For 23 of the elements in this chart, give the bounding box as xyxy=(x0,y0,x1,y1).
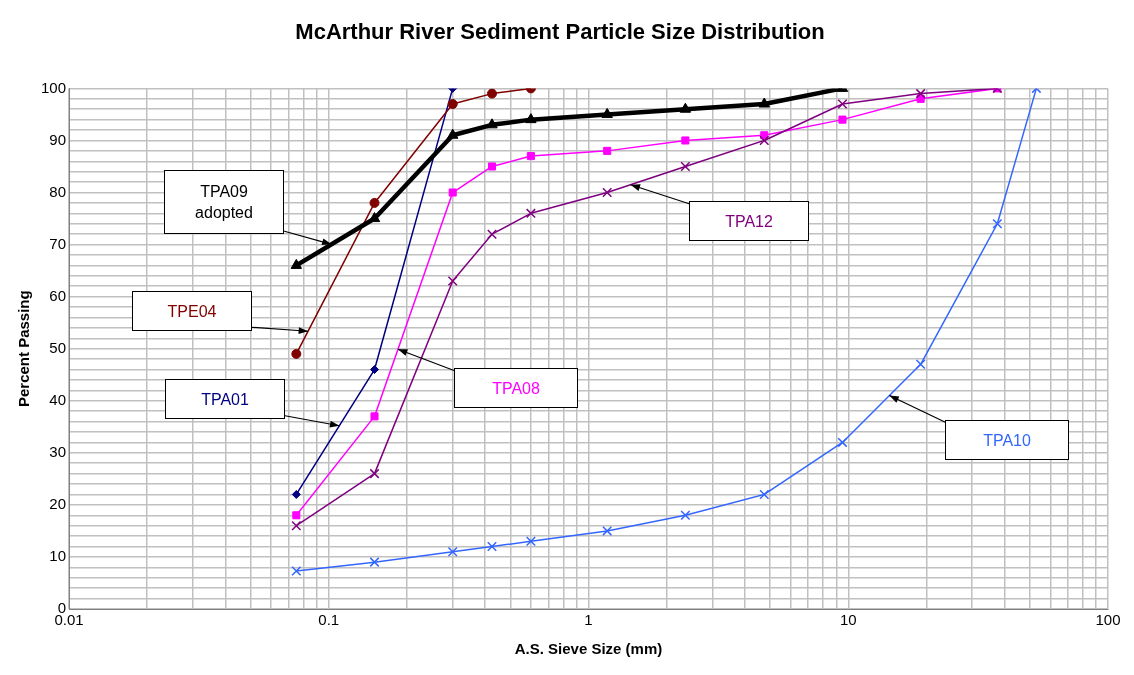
y-tick-label: 40 xyxy=(49,390,67,408)
callout-box: TPA10 xyxy=(945,420,1069,460)
callout-box: TPA08 xyxy=(454,368,578,408)
chart-title: McArthur River Sediment Particle Size Distribution xyxy=(295,19,825,45)
callout-box: TPA01 xyxy=(165,379,285,419)
y-tick-label: 100 xyxy=(41,78,67,96)
y-tick-label: 80 xyxy=(49,182,67,200)
y-tick-label: 70 xyxy=(49,234,67,252)
x-axis-title: A.S. Sieve Size (mm) xyxy=(514,640,663,658)
callout-box: TPA09 adopted xyxy=(164,170,284,234)
y-tick-label: 20 xyxy=(49,495,67,513)
x-tick-label: 100 xyxy=(1095,611,1121,629)
x-tick-label: 10 xyxy=(839,611,857,629)
y-tick-label: 60 xyxy=(49,286,67,304)
y-tick-label: 30 xyxy=(49,442,67,460)
x-tick-label: 1 xyxy=(584,611,593,629)
callout-box: TPE04 xyxy=(132,291,252,331)
x-tick-label: 0.1 xyxy=(318,611,340,629)
callout-box: TPA12 xyxy=(689,201,809,241)
y-tick-label: 90 xyxy=(49,130,67,148)
y-axis-title: Percent Passing xyxy=(15,290,33,408)
y-tick-label: 50 xyxy=(49,338,67,356)
y-tick-label: 10 xyxy=(49,547,67,565)
